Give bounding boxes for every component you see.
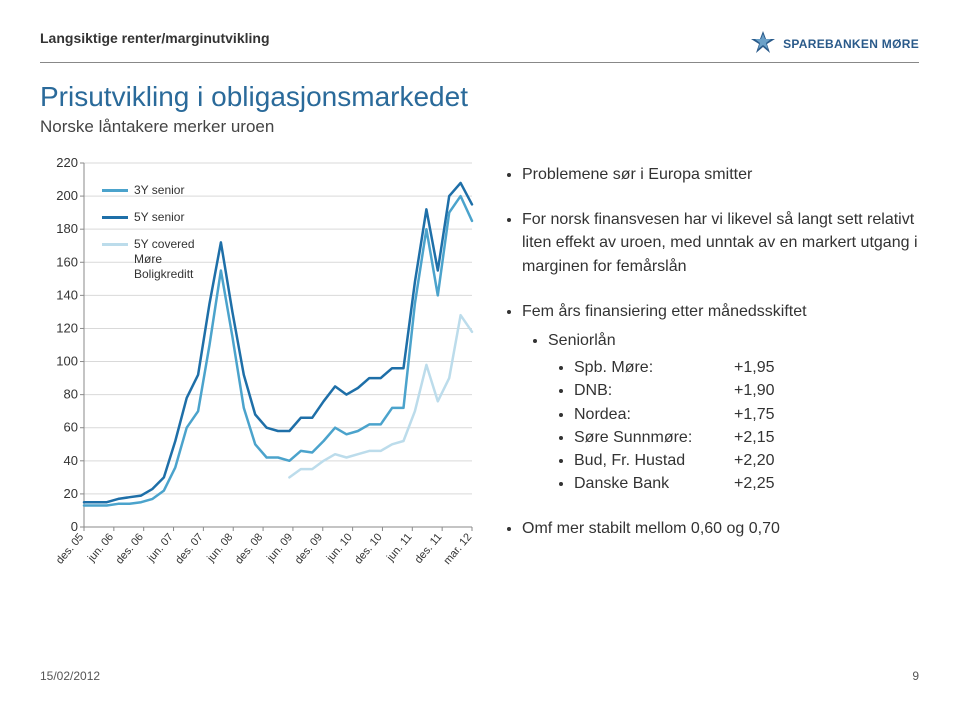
- svg-text:220: 220: [56, 157, 78, 170]
- rate-item: DNB:+1,90: [574, 379, 919, 402]
- page-subtitle: Norske låntakere merker uroen: [40, 117, 919, 137]
- bullet-text: Fem års finansiering etter månedsskiftet: [522, 303, 807, 320]
- legend-item: 5Y covered Møre Boligkreditt: [102, 237, 224, 282]
- bank-name: SPAREBANKEN MØRE: [783, 37, 919, 51]
- rate-name: Søre Sunnmøre:: [574, 426, 734, 449]
- rate-item: Spb. Møre:+1,95: [574, 356, 919, 379]
- svg-text:des. 09: des. 09: [293, 531, 325, 566]
- rate-name: Danske Bank: [574, 472, 734, 495]
- rate-name: DNB:: [574, 379, 734, 402]
- bullet-item: Problemene sør i Europa smitter: [522, 163, 919, 186]
- svg-text:jun. 08: jun. 08: [204, 531, 235, 565]
- rate-item: Nordea:+1,75: [574, 403, 919, 426]
- sub-bullet-item: Seniorlån Spb. Møre:+1,95DNB:+1,90Nordea…: [548, 329, 919, 495]
- svg-text:jun. 11: jun. 11: [384, 531, 415, 564]
- rate-value: +1,90: [734, 379, 774, 402]
- bond-price-chart: 020406080100120140160180200220des. 05jun…: [40, 157, 480, 587]
- svg-text:120: 120: [56, 320, 78, 335]
- svg-text:160: 160: [56, 254, 78, 269]
- svg-text:jun. 09: jun. 09: [264, 531, 295, 565]
- rate-value: +2,25: [734, 472, 774, 495]
- bank-logo: SPAREBANKEN MØRE: [749, 30, 919, 58]
- legend-label: 3Y senior: [134, 183, 184, 198]
- svg-text:des. 11: des. 11: [413, 531, 445, 566]
- rate-value: +2,20: [734, 449, 774, 472]
- legend-swatch: [102, 216, 128, 219]
- svg-text:jun. 07: jun. 07: [145, 531, 176, 565]
- rate-value: +2,15: [734, 426, 774, 449]
- svg-text:140: 140: [56, 287, 78, 302]
- svg-text:60: 60: [64, 420, 78, 435]
- rate-item: Bud, Fr. Hustad+2,20: [574, 449, 919, 472]
- footer-page: 9: [912, 669, 919, 683]
- rate-value: +1,75: [734, 403, 774, 426]
- rate-value: +1,95: [734, 356, 774, 379]
- svg-text:des. 08: des. 08: [233, 531, 265, 566]
- bullet-item: For norsk finansvesen har vi likevel så …: [522, 208, 919, 278]
- legend-label: 5Y covered Møre Boligkreditt: [134, 237, 224, 282]
- svg-text:jun. 10: jun. 10: [324, 531, 355, 565]
- svg-text:180: 180: [56, 221, 78, 236]
- bullet-item: Omf mer stabilt mellom 0,60 og 0,70: [522, 517, 919, 540]
- header: Langsiktige renter/marginutvikling SPARE…: [40, 30, 919, 63]
- svg-text:200: 200: [56, 188, 78, 203]
- svg-text:100: 100: [56, 354, 78, 369]
- bullet-text: Seniorlån: [548, 332, 616, 349]
- rate-name: Nordea:: [574, 403, 734, 426]
- svg-text:40: 40: [64, 453, 78, 468]
- svg-text:des. 07: des. 07: [173, 531, 205, 566]
- legend-item: 5Y senior: [102, 210, 224, 225]
- legend-label: 5Y senior: [134, 210, 184, 225]
- page-title: Prisutvikling i obligasjonsmarkedet: [40, 81, 919, 113]
- legend-swatch: [102, 243, 128, 246]
- legend-item: 3Y senior: [102, 183, 224, 198]
- footer-date: 15/02/2012: [40, 669, 100, 683]
- chart-legend: 3Y senior 5Y senior 5Y covered Møre Boli…: [102, 183, 224, 294]
- rate-name: Spb. Møre:: [574, 356, 734, 379]
- bullet-list: Problemene sør i Europa smitter For nors…: [500, 157, 919, 587]
- svg-text:jun. 06: jun. 06: [85, 531, 116, 565]
- section-label: Langsiktige renter/marginutvikling: [40, 30, 270, 46]
- rate-name: Bud, Fr. Hustad: [574, 449, 734, 472]
- rate-item: Danske Bank+2,25: [574, 472, 919, 495]
- svg-text:mar. 12: mar. 12: [442, 531, 475, 567]
- legend-swatch: [102, 189, 128, 192]
- rate-item: Søre Sunnmøre:+2,15: [574, 426, 919, 449]
- bank-logo-icon: [749, 30, 777, 58]
- bullet-item: Fem års finansiering etter månedsskiftet…: [522, 300, 919, 496]
- svg-text:20: 20: [64, 486, 78, 501]
- footer: 15/02/2012 9: [40, 669, 919, 683]
- svg-text:des. 05: des. 05: [54, 531, 86, 566]
- title-block: Prisutvikling i obligasjonsmarkedet Nors…: [40, 81, 919, 137]
- svg-text:des. 10: des. 10: [352, 531, 384, 566]
- svg-text:des. 06: des. 06: [114, 531, 146, 566]
- svg-text:80: 80: [64, 387, 78, 402]
